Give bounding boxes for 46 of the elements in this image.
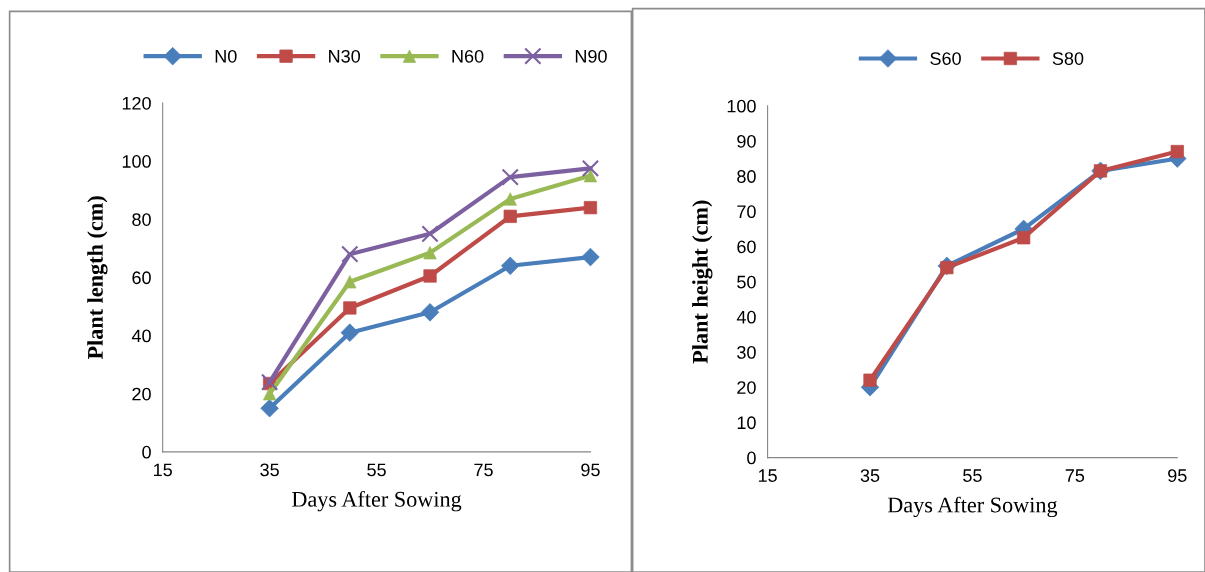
x-tick-label: 55 <box>367 463 386 477</box>
y-axis-title: Plant height (cm) <box>692 200 713 364</box>
x-tick-label: 15 <box>758 469 777 482</box>
y-tick-label: 0 <box>747 451 756 465</box>
y-tick-label: 60 <box>132 271 151 285</box>
point <box>421 225 439 243</box>
legend-label: N30 <box>329 49 360 63</box>
y-tick-label: 70 <box>737 205 756 219</box>
x-axis-title: Days After Sowing <box>887 496 1058 518</box>
y-tick-label: 100 <box>122 155 151 168</box>
y-tick-label: 90 <box>737 134 756 148</box>
point <box>581 247 600 267</box>
x-tick-label: 55 <box>963 469 982 482</box>
x-tick-label: 95 <box>1168 469 1187 482</box>
y-tick-label: 30 <box>737 346 756 359</box>
point <box>581 159 600 178</box>
x-tick-label: 95 <box>581 463 600 477</box>
legend-label: S80 <box>1052 52 1084 65</box>
legend-label: N0 <box>215 49 237 63</box>
legend-label: S60 <box>930 52 961 65</box>
point <box>501 168 519 186</box>
y-tick-label: 100 <box>727 99 756 113</box>
y-tick-label: 40 <box>736 310 756 324</box>
point <box>503 209 517 223</box>
y-tick-label: 20 <box>737 381 756 394</box>
legend-label: N90 <box>575 49 607 63</box>
x-tick-label: 35 <box>860 469 880 482</box>
y-axis-title: Plant length (cm) <box>87 196 108 360</box>
y-tick-label: 50 <box>737 275 756 289</box>
y-tick-label: 120 <box>122 96 151 110</box>
y-tick-label: 20 <box>132 387 151 401</box>
y-tick-label: 40 <box>131 329 151 343</box>
y-tick-label: 60 <box>737 240 756 254</box>
point <box>340 323 360 342</box>
x-tick-label: 35 <box>260 463 279 477</box>
x-tick-label: 15 <box>154 463 172 477</box>
x-tick-label: 75 <box>1065 469 1085 482</box>
y-tick-label: 0 <box>142 445 151 459</box>
y-tick-label: 80 <box>132 213 151 226</box>
y-tick-label: 80 <box>737 170 756 183</box>
x-tick-label: 75 <box>474 463 493 477</box>
point <box>583 201 598 215</box>
legend-label: N60 <box>452 49 484 63</box>
x-axis-title: Days After Sowing <box>292 490 462 512</box>
point <box>341 245 359 263</box>
y-tick-label: 10 <box>737 416 756 430</box>
